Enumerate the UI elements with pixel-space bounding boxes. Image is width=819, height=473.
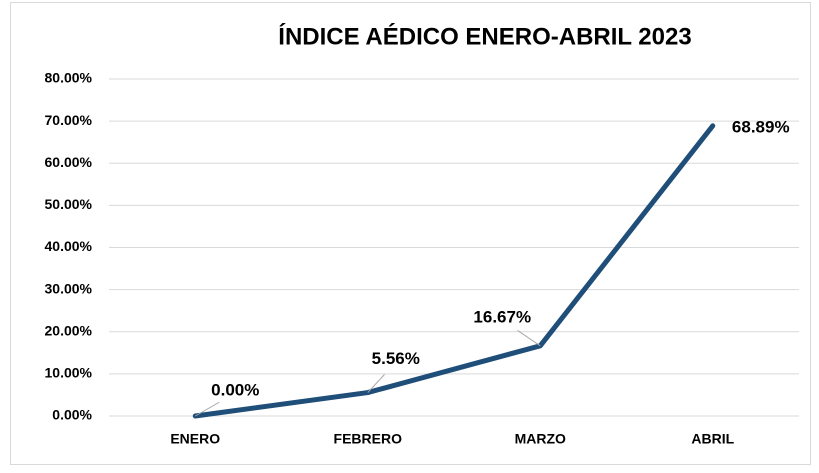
y-tick-label: 10.00% <box>45 365 93 381</box>
y-tick-label: 20.00% <box>45 322 93 338</box>
y-tick-label: 80.00% <box>45 70 93 86</box>
y-tick-label: 50.00% <box>45 196 93 212</box>
x-tick-label: FEBRERO <box>334 431 403 447</box>
x-tick-label: MARZO <box>515 431 566 447</box>
data-label: 16.67% <box>473 307 531 326</box>
y-tick-label: 70.00% <box>45 112 93 128</box>
y-tick-label: 30.00% <box>45 280 93 296</box>
leader-line <box>367 374 385 393</box>
y-tick-label: 60.00% <box>45 154 93 170</box>
data-label: 0.00% <box>211 380 259 399</box>
data-label: 68.89% <box>732 117 790 136</box>
leader-line <box>517 329 541 347</box>
data-label: 5.56% <box>372 349 420 368</box>
leader-line <box>195 401 220 417</box>
line <box>192 123 716 419</box>
chart-border <box>10 2 811 465</box>
y-tick-label: 40.00% <box>45 238 93 254</box>
x-tick-label: ENERO <box>170 431 220 447</box>
y-tick-label: 0.00% <box>52 407 92 423</box>
x-tick-label: ABRIL <box>691 431 734 447</box>
chart-title: ÍNDICE AÉDICO ENERO-ABRIL 2023 <box>278 22 691 50</box>
